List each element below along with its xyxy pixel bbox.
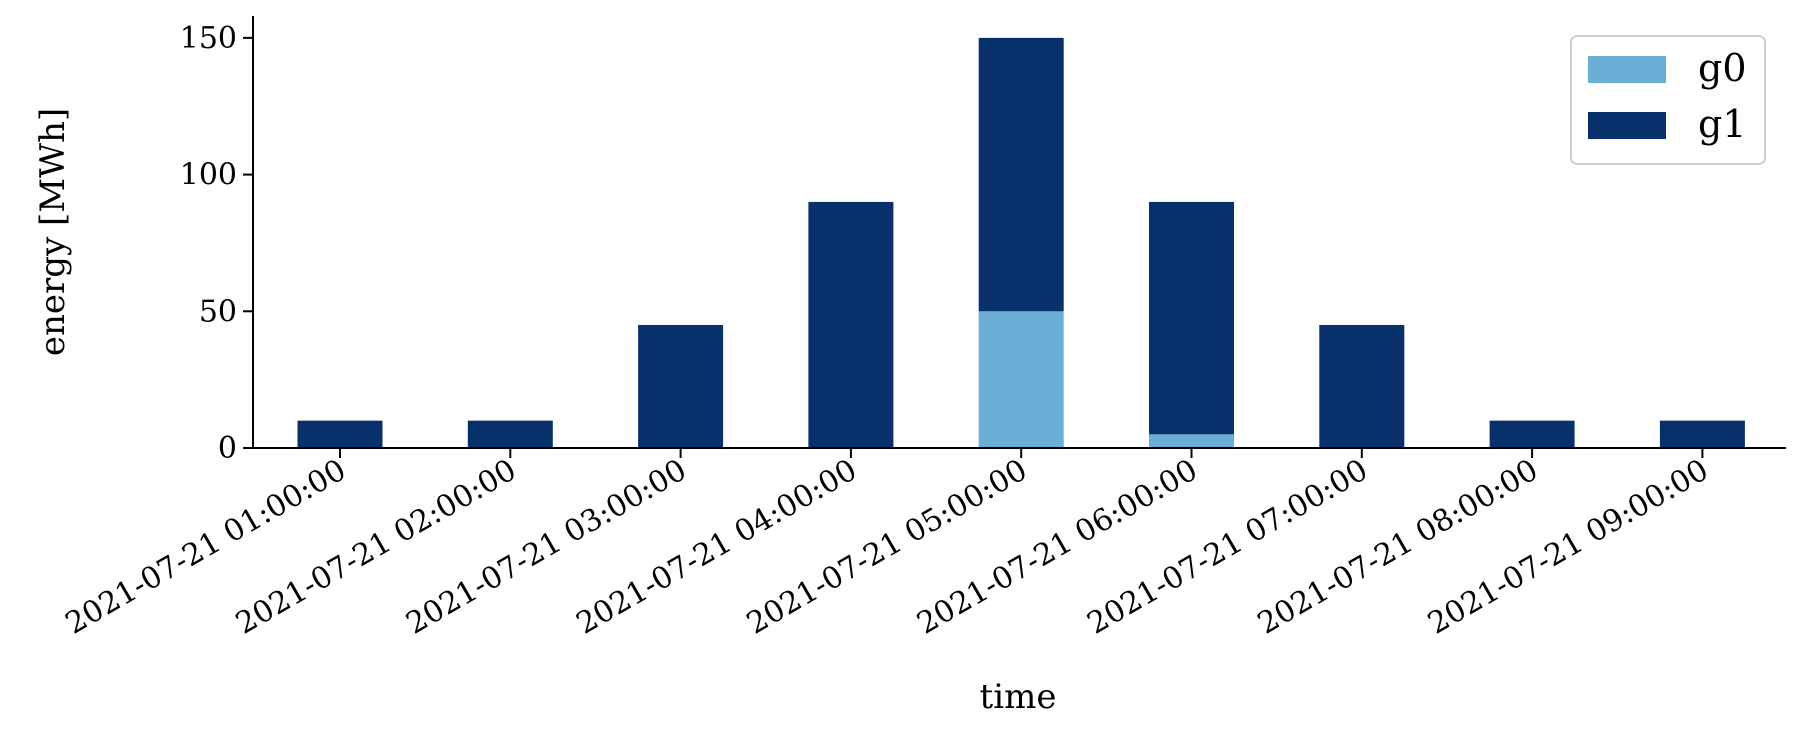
bar-g1-4 <box>978 37 1064 312</box>
legend-swatch-g0 <box>1588 56 1666 83</box>
x-tick-label: 2021-07-21 08:00:00 <box>1252 453 1544 642</box>
x-tick-label: 2021-07-21 03:00:00 <box>400 453 692 642</box>
y-tick-label: 100 <box>180 158 237 193</box>
legend-label-g0: g0 <box>1698 46 1747 90</box>
y-tick-label: 150 <box>180 21 237 56</box>
bar-g1-6 <box>1319 324 1405 448</box>
bar-group <box>297 37 1745 448</box>
x-tick-label: 2021-07-21 04:00:00 <box>571 453 863 642</box>
legend-label-g1: g1 <box>1698 102 1747 146</box>
bar-g1-7 <box>1489 420 1575 448</box>
y-ticks: 0 50 100 150 <box>180 21 253 466</box>
bar-g1-5 <box>1149 201 1234 435</box>
bar-g1-0 <box>297 420 383 448</box>
x-tick-label: 2021-07-21 07:00:00 <box>1082 453 1374 642</box>
x-tick-label: 2021-07-21 09:00:00 <box>1422 453 1714 642</box>
bar-g0-5 <box>1149 434 1234 448</box>
x-tick-label: 2021-07-21 02:00:00 <box>230 453 522 642</box>
legend-swatch-g1 <box>1588 112 1666 139</box>
bar-g1-1 <box>467 420 553 448</box>
bar-g1-2 <box>638 324 724 448</box>
x-tick-label: 2021-07-21 06:00:00 <box>911 453 1203 642</box>
x-tick-label: 2021-07-21 05:00:00 <box>741 453 1033 642</box>
y-axis-label: energy [MWh] <box>33 108 73 356</box>
bar-g1-8 <box>1659 420 1745 448</box>
bar-g1-3 <box>808 201 894 448</box>
x-axis-label: time <box>980 677 1057 717</box>
x-tick-label: 2021-07-21 01:00:00 <box>60 453 352 642</box>
bar-g0-4 <box>978 311 1064 448</box>
y-tick-label: 0 <box>218 431 237 466</box>
y-tick-label: 50 <box>199 294 237 329</box>
